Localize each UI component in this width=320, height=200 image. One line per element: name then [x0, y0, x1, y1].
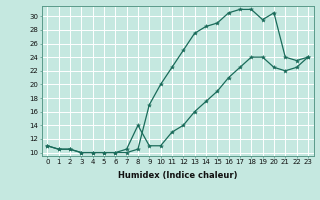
X-axis label: Humidex (Indice chaleur): Humidex (Indice chaleur) [118, 171, 237, 180]
